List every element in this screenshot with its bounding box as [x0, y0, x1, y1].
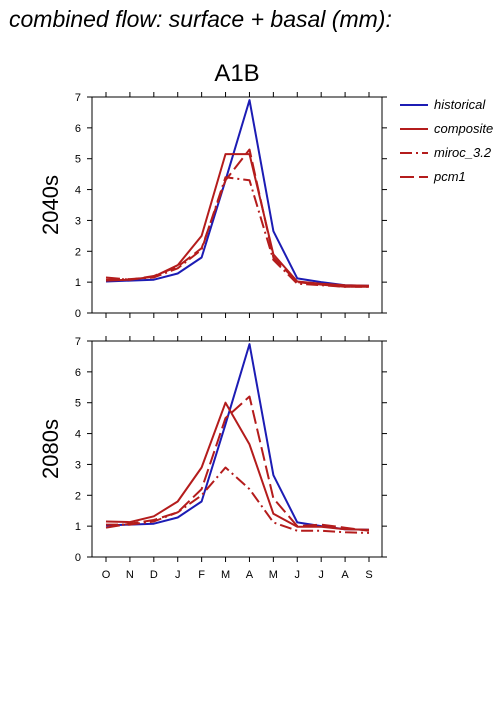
y-tick-label: 4 — [75, 185, 81, 197]
y-tick-label: 7 — [75, 92, 81, 104]
series-line-pcm1 — [105, 148, 369, 288]
legend-entry: composite — [400, 121, 493, 136]
y-tick-label: 6 — [75, 367, 81, 379]
y-tick-label: 7 — [75, 336, 81, 348]
plot-frame — [91, 340, 383, 558]
series-line-composite — [105, 153, 370, 287]
series-line-miroc-3-2 — [105, 176, 369, 288]
legend-label: miroc_3.2 — [434, 145, 492, 160]
y-axis-label: 2040s — [38, 175, 63, 235]
y-axis-label: 2080s — [38, 419, 63, 479]
y-tick-label: 3 — [75, 459, 81, 471]
x-tick-label: A — [246, 569, 254, 581]
series-line-miroc-3-2 — [106, 466, 370, 534]
y-tick-label: 2 — [75, 246, 81, 258]
y-tick-label: 1 — [75, 521, 81, 533]
y-tick-label: 0 — [75, 308, 81, 320]
y-tick-label: 2 — [75, 490, 81, 502]
plot-frame — [91, 96, 383, 314]
legend-entry: historical — [400, 97, 486, 112]
chart-title: A1B — [214, 60, 259, 87]
y-tick-label: 1 — [75, 277, 81, 289]
x-tick-label: N — [126, 569, 134, 581]
x-tick-label: J — [295, 569, 301, 581]
x-tick-label: D — [150, 569, 158, 581]
x-tick-label: S — [365, 569, 372, 581]
y-tick-label: 6 — [75, 123, 81, 135]
y-tick-label: 0 — [75, 552, 81, 564]
x-tick-label: F — [198, 569, 205, 581]
series-line-composite — [105, 401, 370, 531]
series-line-historical — [105, 99, 370, 287]
y-tick-label: 3 — [75, 215, 81, 227]
x-tick-label: J — [175, 569, 181, 581]
legend-label: historical — [434, 97, 486, 112]
x-tick-label: M — [269, 569, 278, 581]
x-tick-label: M — [221, 569, 230, 581]
x-tick-label: O — [102, 569, 111, 581]
legend-entry: pcm1 — [400, 169, 466, 184]
panels: 0 1 2 3 4 5 6 7 2040s 0 1 2 3 4 5 6 7 O N D J F M A M J J A S 2080s — [38, 92, 387, 581]
y-tick-label: 5 — [75, 398, 81, 410]
page-title: combined flow: surface + basal (mm): — [9, 6, 392, 32]
x-tick-label: J — [318, 569, 324, 581]
legend-entry: miroc_3.2 — [400, 145, 492, 160]
legend-label: pcm1 — [433, 169, 466, 184]
series-line-pcm1 — [105, 395, 370, 532]
y-tick-label: 5 — [75, 154, 81, 166]
legend-label: composite — [434, 121, 493, 136]
panel-2080s: 0 1 2 3 4 5 6 7 O N D J F M A M J J A S 2080s — [38, 336, 387, 581]
y-tick-label: 4 — [75, 429, 81, 441]
legend: historical composite miroc_3.2 pcm1 — [400, 97, 493, 184]
series-line-historical — [105, 343, 370, 531]
x-tick-label: A — [341, 569, 349, 581]
panel-2040s: 0 1 2 3 4 5 6 7 2040s — [38, 92, 387, 320]
